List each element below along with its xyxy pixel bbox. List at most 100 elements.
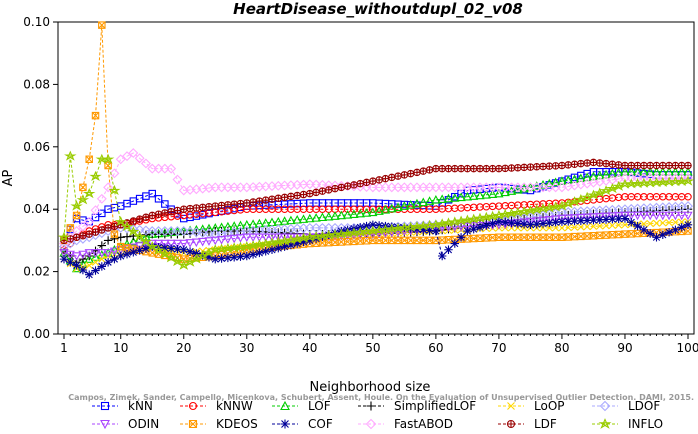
data-point <box>72 233 81 241</box>
data-point <box>526 220 535 229</box>
legend-label: COF <box>308 417 333 431</box>
data-point <box>198 237 208 247</box>
x-tick-label: 40 <box>302 341 317 355</box>
data-point <box>249 198 257 206</box>
data-point <box>217 201 226 210</box>
data-point <box>525 217 536 227</box>
data-point <box>98 226 106 234</box>
data-point <box>154 195 163 203</box>
data-point <box>318 232 327 241</box>
data-point <box>539 162 547 171</box>
data-point <box>608 160 617 168</box>
data-point <box>607 168 617 178</box>
data-point <box>577 232 585 241</box>
data-point <box>64 150 77 161</box>
legend-item: LoOP <box>498 399 565 413</box>
data-point <box>589 215 598 225</box>
data-point <box>85 217 93 226</box>
data-point <box>287 192 295 201</box>
data-point <box>279 233 290 243</box>
data-point <box>621 161 629 170</box>
data-point <box>487 189 498 198</box>
data-point <box>419 225 428 234</box>
data-point <box>303 231 317 242</box>
data-point <box>185 247 195 256</box>
data-point <box>179 239 189 249</box>
data-point <box>103 258 113 267</box>
data-point <box>563 175 573 184</box>
data-point <box>608 214 617 224</box>
data-point <box>128 236 138 246</box>
data-point <box>122 223 133 234</box>
data-point <box>305 213 315 223</box>
data-point <box>369 177 377 185</box>
data-point <box>166 239 176 249</box>
data-point <box>135 242 145 251</box>
data-point <box>350 181 358 189</box>
data-point <box>180 205 188 213</box>
data-point <box>551 162 560 170</box>
data-point <box>361 182 372 193</box>
data-point <box>236 199 245 208</box>
data-point <box>588 213 599 222</box>
data-point <box>643 177 657 188</box>
data-point <box>261 196 270 204</box>
data-point <box>179 229 188 239</box>
data-point <box>158 248 172 259</box>
data-point <box>443 193 454 203</box>
x-tick-label: 100 <box>677 341 698 355</box>
data-point <box>577 159 585 168</box>
data-point <box>462 222 473 232</box>
data-point <box>538 219 548 228</box>
data-point <box>399 201 409 210</box>
data-point <box>664 228 674 237</box>
data-point <box>678 218 686 226</box>
data-point <box>669 176 682 187</box>
legend-item: LDOF <box>592 399 660 413</box>
data-point <box>109 168 120 179</box>
data-point <box>127 226 140 237</box>
data-point <box>347 227 361 238</box>
data-point <box>506 419 516 429</box>
data-point <box>598 418 612 429</box>
data-point <box>469 191 479 200</box>
data-point <box>501 164 509 172</box>
data-point <box>147 239 157 249</box>
legend-label: ODIN <box>128 417 159 431</box>
data-point <box>280 419 290 429</box>
data-point <box>103 249 113 258</box>
data-point <box>128 148 139 159</box>
data-point <box>456 192 466 202</box>
data-point <box>675 175 688 186</box>
data-point <box>564 217 573 226</box>
data-point <box>659 161 667 170</box>
data-point <box>337 183 346 192</box>
data-point <box>633 221 642 231</box>
data-point <box>70 200 83 211</box>
series-ldf <box>60 158 692 245</box>
data-point <box>368 207 378 217</box>
data-point <box>495 164 503 173</box>
data-point <box>341 227 354 239</box>
data-point <box>317 212 328 222</box>
data-point <box>670 211 681 221</box>
data-point <box>361 208 372 217</box>
data-point <box>191 238 201 248</box>
data-point <box>103 236 113 245</box>
data-point <box>154 210 163 218</box>
data-point <box>650 177 663 188</box>
legend-item: LOF <box>272 399 331 413</box>
data-point <box>172 174 183 185</box>
data-point <box>665 219 673 227</box>
data-point <box>652 233 661 242</box>
data-point <box>312 188 320 197</box>
data-point <box>437 194 447 203</box>
data-point <box>475 190 485 200</box>
data-point <box>574 193 588 205</box>
data-point <box>85 261 93 269</box>
data-point <box>614 214 623 224</box>
data-point <box>665 161 673 170</box>
data-point <box>683 220 693 229</box>
data-point <box>417 220 430 231</box>
data-point <box>596 159 604 167</box>
